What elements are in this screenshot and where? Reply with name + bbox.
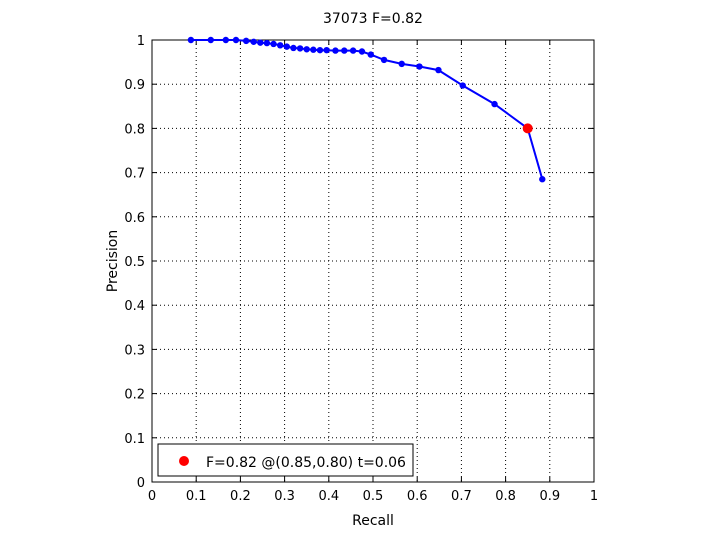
pr-curve-point <box>358 48 366 55</box>
pr-curve-point <box>398 60 405 68</box>
y-tick-label: 1 <box>137 34 145 49</box>
series-group <box>187 36 546 183</box>
y-tick-label: 0.2 <box>124 388 145 403</box>
x-tick-label: 1 <box>590 489 598 504</box>
pr-curve-point <box>435 66 442 74</box>
y-tick-label: 0.3 <box>124 343 145 358</box>
pr-curve-point <box>539 176 546 183</box>
pr-curve-point <box>207 36 214 44</box>
x-tick-label: 0.2 <box>230 489 251 504</box>
pr-curve-point <box>222 36 230 44</box>
y-tick-label: 0.7 <box>124 167 145 182</box>
pr-curve-point <box>459 82 466 89</box>
pr-curve-point <box>290 44 297 52</box>
pr-curve-point <box>332 47 339 54</box>
pr-curve-point <box>416 63 423 70</box>
axis-ticks: 0 0.1 0.2 0.3 0.4 0.5 0.6 0.7 0.8 0.9 1 0 0.1 0.2 0.3 0… <box>124 34 598 504</box>
pr-curve-point <box>349 47 357 54</box>
x-tick-label: 0.5 <box>363 489 384 504</box>
pr-curve-point <box>232 36 240 44</box>
pr-curve-point <box>242 37 250 45</box>
x-axis-label: Recall <box>352 513 394 529</box>
pr-curve-point <box>341 47 348 54</box>
pr-curve-point <box>270 40 277 48</box>
x-tick-label: 0.9 <box>539 489 560 504</box>
x-tick-label: 0.6 <box>407 489 428 504</box>
y-tick-label: 0.8 <box>124 122 145 137</box>
x-tick-label: 0.7 <box>451 489 472 504</box>
pr-curve-point <box>187 36 195 44</box>
legend-box: F=0.82 @(0.85,0.80) t=0.06 <box>157 443 414 477</box>
y-tick-label: 0.1 <box>124 432 145 447</box>
pr-curve-point <box>491 100 498 108</box>
y-tick-label: 0.4 <box>124 299 145 314</box>
pr-curve-point <box>257 39 264 46</box>
pr-curve-point <box>310 46 317 53</box>
x-tick-label: 0.1 <box>186 489 207 504</box>
pr-curve-point <box>380 56 388 64</box>
pr-curve-point <box>316 46 324 54</box>
pr-curve-point <box>296 45 304 52</box>
pr-curve-point <box>323 46 330 54</box>
x-tick-label: 0.3 <box>274 489 295 504</box>
y-tick-label: 0.9 <box>124 78 145 93</box>
pr-curve-point <box>283 43 291 50</box>
y-axis-label: Precision <box>105 230 121 292</box>
pr-curve-point <box>263 39 271 47</box>
legend-label: F=0.82 @(0.85,0.80) t=0.06 <box>206 455 406 471</box>
y-tick-label: 0.5 <box>124 255 145 270</box>
legend-marker-dot <box>179 456 189 466</box>
grid-lines <box>152 40 594 482</box>
pr-curve-point <box>276 42 284 49</box>
x-tick-label: 0.4 <box>318 489 339 504</box>
pr-curve-point <box>303 46 310 53</box>
x-tick-label: 0 <box>148 489 156 504</box>
y-tick-label: 0 <box>137 476 145 491</box>
y-tick-label: 0.6 <box>124 211 145 226</box>
x-tick-label: 0.8 <box>495 489 516 504</box>
chart-title: 37073 F=0.82 <box>323 11 423 27</box>
best-f-point <box>522 123 533 134</box>
pr-curve-point <box>250 38 257 45</box>
pr-curve-point <box>367 51 374 58</box>
legend-frame <box>157 443 414 477</box>
